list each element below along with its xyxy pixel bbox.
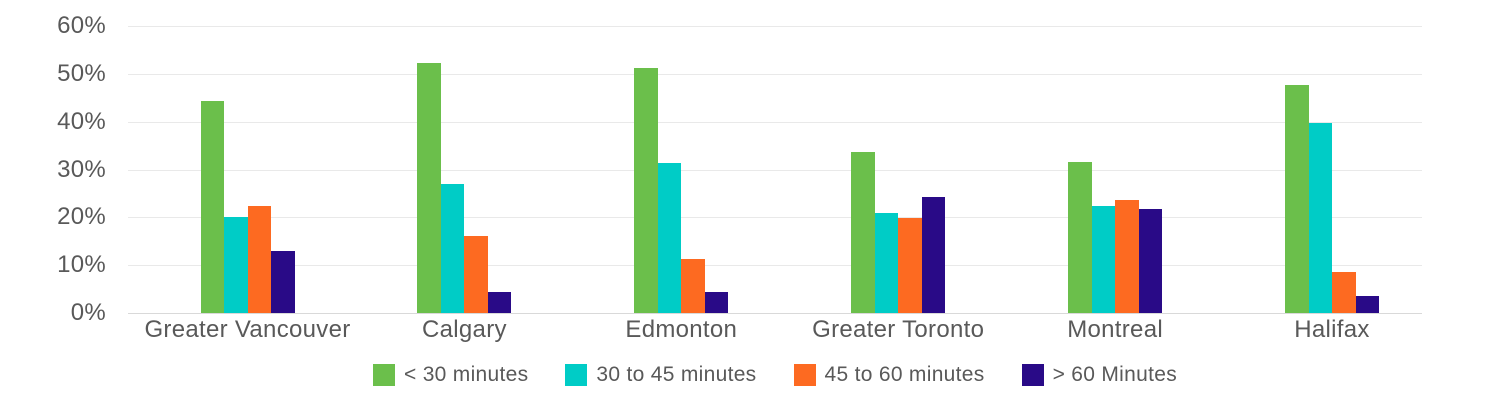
bar-greater-toronto-series-3 <box>921 197 946 313</box>
legend-swatch-icon <box>1021 364 1044 386</box>
legend-label: > 60 Minutes <box>1052 363 1177 386</box>
legend-swatch-icon <box>565 364 588 386</box>
bar-edmonton-series-0 <box>634 67 658 313</box>
bar-greater-vancouver-series-3 <box>271 251 295 313</box>
bar-montreal-series-1 <box>1091 206 1116 313</box>
bar-halifax-series-2 <box>1332 272 1356 313</box>
bar-greater-vancouver-series-0 <box>200 100 224 313</box>
bar-montreal-series-2 <box>1115 199 1139 313</box>
legend-label: 30 to 45 minutes <box>596 363 757 386</box>
bar-greater-vancouver-series-1 <box>224 217 248 313</box>
bar-calgary-series-0 <box>417 63 441 313</box>
bar-greater-toronto-series-2 <box>898 217 922 313</box>
legend-label: < 30 minutes <box>404 363 529 386</box>
x-category-label: Edmonton <box>625 316 738 343</box>
bar-greater-vancouver-series-2 <box>247 206 271 313</box>
legend-item-0: < 30 minutes <box>373 364 528 386</box>
bar-edmonton-series-1 <box>657 162 682 313</box>
gridline-20% <box>128 217 1422 219</box>
gridline-40% <box>128 121 1422 123</box>
x-category-label: Greater Toronto <box>812 316 985 343</box>
x-category-label: Halifax <box>1294 316 1370 343</box>
y-tick-label: 30% <box>57 155 106 183</box>
gridline-10% <box>128 265 1422 267</box>
bar-halifax-series-0 <box>1285 85 1309 313</box>
bar-montreal-series-3 <box>1138 209 1163 313</box>
legend-swatch-icon <box>793 364 816 386</box>
legend: < 30 minutes 30 to 45 minutes 45 to 60 min… <box>128 364 1422 386</box>
bar-edmonton-series-2 <box>681 258 705 313</box>
legend-swatch-icon <box>373 364 395 386</box>
bar-halifax-series-3 <box>1355 296 1379 313</box>
x-category-label: Greater Vancouver <box>144 316 351 343</box>
bar-montreal-series-0 <box>1068 161 1092 313</box>
bar-calgary-series-1 <box>440 184 465 313</box>
y-tick-label: 20% <box>57 203 106 231</box>
x-category-label: Montreal <box>1067 316 1163 343</box>
bar-greater-toronto-series-1 <box>874 213 899 313</box>
y-tick-label: 50% <box>57 59 106 87</box>
legend-label: 45 to 60 minutes <box>824 363 985 386</box>
legend-item-3: > 60 Minutes <box>1021 363 1177 386</box>
y-tick-label: 0% <box>70 299 106 326</box>
bar-greater-toronto-series-0 <box>851 151 875 313</box>
y-tick-label: 40% <box>57 107 106 135</box>
y-tick-label: 10% <box>57 251 106 279</box>
bar-calgary-series-2 <box>464 236 488 313</box>
x-category-label: Calgary <box>421 316 507 343</box>
legend-item-2: 45 to 60 minutes <box>793 363 985 386</box>
bar-calgary-series-3 <box>487 292 512 313</box>
legend-item-1: 30 to 45 minutes <box>565 364 756 386</box>
gridline-60% <box>128 26 1422 27</box>
gridline-30% <box>128 169 1422 171</box>
bar-halifax-series-1 <box>1308 122 1332 313</box>
gridline-50% <box>128 73 1422 75</box>
bar-edmonton-series-3 <box>704 292 729 313</box>
y-tick-label: 60% <box>57 12 106 39</box>
gridline-0% <box>128 313 1422 314</box>
